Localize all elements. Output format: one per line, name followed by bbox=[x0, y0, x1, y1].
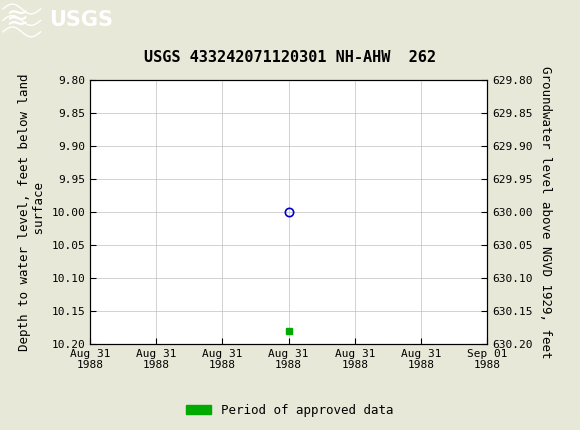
Y-axis label: Depth to water level, feet below land
 surface: Depth to water level, feet below land su… bbox=[18, 73, 46, 350]
Legend: Period of approved data: Period of approved data bbox=[181, 399, 399, 421]
Text: USGS: USGS bbox=[49, 10, 113, 31]
Text: USGS 433242071120301 NH-AHW  262: USGS 433242071120301 NH-AHW 262 bbox=[144, 49, 436, 64]
Text: ≋: ≋ bbox=[5, 4, 28, 32]
Y-axis label: Groundwater level above NGVD 1929, feet: Groundwater level above NGVD 1929, feet bbox=[539, 65, 552, 358]
